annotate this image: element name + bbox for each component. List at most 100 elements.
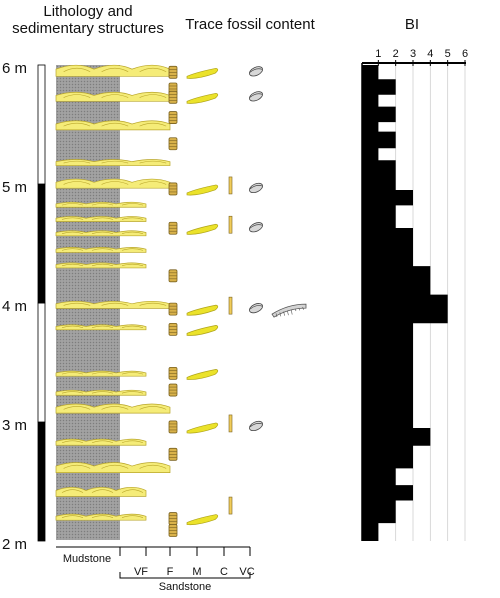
mudstone-label: Mudstone	[63, 553, 111, 565]
cross-lamination-line	[139, 160, 167, 164]
vertical-burrow-icon	[168, 383, 178, 397]
horizontal-burrow-icon	[186, 325, 219, 336]
depth-label-5m: 5 m	[2, 179, 27, 196]
bi-header: BI	[405, 16, 419, 33]
sand-bed	[55, 403, 171, 414]
sand-bed-shape	[55, 201, 147, 208]
trace-fossil-row	[168, 137, 178, 151]
trace-fossil-row	[168, 111, 178, 124]
shaft-icon	[228, 414, 233, 433]
trace-fossil-row	[228, 496, 233, 515]
sand-bed-shape	[55, 370, 147, 377]
cross-lamination-line	[61, 231, 84, 234]
cross-lamination-line	[101, 67, 129, 73]
sand-bed-shape	[55, 120, 171, 131]
segment-line	[298, 307, 301, 311]
cross-lamination-line	[63, 94, 91, 98]
cross-lamination-line	[101, 94, 129, 98]
trace-fossil-row	[168, 65, 263, 79]
cross-lamination-line	[101, 122, 129, 127]
grain-label-c: C	[220, 566, 228, 578]
shaft-icon	[228, 215, 233, 234]
trail-icon	[249, 420, 263, 432]
cross-lamination-line	[101, 160, 129, 164]
cross-lamination-line	[139, 67, 167, 73]
trace-fossil-row	[168, 322, 219, 336]
cross-lamination-line	[121, 263, 144, 267]
sand-bed	[55, 438, 147, 446]
bi-tick-label: 1	[375, 48, 381, 60]
sand-bed	[55, 178, 171, 189]
sandstone-label: Sandstone	[159, 581, 212, 593]
segment-line	[290, 309, 293, 315]
vertical-burrow-icon	[168, 111, 178, 124]
depth-label-2m: 2 m	[2, 536, 27, 553]
cross-lamination-line	[121, 372, 144, 375]
segment-line	[287, 310, 289, 316]
cross-lamination-line	[121, 217, 144, 220]
sand-bed-shape	[55, 389, 147, 396]
depth-label-4m: 4 m	[2, 298, 27, 315]
vertical-burrow-icon	[168, 269, 178, 283]
sand-bed	[55, 370, 147, 377]
bi-tick-label: 3	[410, 48, 416, 60]
shaft-icon	[228, 496, 233, 515]
sand-bed-shape	[55, 178, 171, 189]
vertical-burrow-icon	[168, 366, 178, 380]
cross-lamination-line	[61, 489, 84, 493]
segment-line	[275, 313, 278, 318]
cross-lamination-line	[91, 248, 114, 251]
cross-lamination-line	[101, 302, 129, 306]
trail-groove	[249, 305, 263, 310]
sand-bed-shape	[55, 438, 147, 446]
segmented-burrow-icon	[271, 303, 307, 318]
trail-groove	[249, 423, 263, 428]
cross-lamination-line	[139, 464, 167, 469]
sand-bed-shape	[55, 159, 171, 166]
cross-lamination-line	[61, 440, 84, 444]
cross-lamination-line	[61, 248, 84, 251]
scale-bar-segment	[37, 64, 46, 185]
cross-lamination-line	[63, 67, 91, 73]
grain-label-f: F	[167, 566, 174, 578]
cross-lamination-line	[63, 406, 91, 410]
vertical-burrow-icon	[168, 90, 178, 104]
sand-bed-shape	[55, 462, 171, 473]
grain-label-vf: VF	[134, 566, 148, 578]
sand-bed-shape	[55, 324, 147, 331]
vertical-burrow-icon	[168, 182, 178, 196]
trail-groove	[249, 224, 263, 229]
segment-line	[283, 311, 285, 316]
trace-fossil-row	[168, 269, 178, 283]
cross-lamination-line	[91, 489, 114, 493]
cross-lamination-line	[61, 515, 84, 518]
cross-lamination-line	[61, 263, 84, 267]
horizontal-burrow-icon	[186, 304, 219, 316]
sand-bed-shape	[55, 300, 171, 309]
sand-bed	[55, 230, 147, 237]
segment-line	[279, 312, 282, 317]
bi-tick-label: 6	[462, 48, 468, 60]
vertical-burrow-icon	[168, 512, 178, 525]
sand-bed-shape	[55, 403, 171, 414]
sand-bed	[55, 159, 171, 166]
trace-fossil-row	[168, 215, 263, 235]
vertical-burrow-icon	[168, 302, 178, 316]
depth-label-3m: 3 m	[2, 417, 27, 434]
trail-shell	[249, 182, 263, 194]
cross-lamination-line	[91, 372, 114, 375]
trace-fossil-row	[168, 524, 178, 537]
vertical-burrow-icon	[168, 65, 178, 79]
bi-profile-area	[362, 65, 448, 541]
cross-lamination-line	[139, 122, 167, 127]
scale-bar-segment	[37, 302, 46, 423]
sand-bed-shape	[55, 247, 147, 253]
depth-scale-bar	[37, 64, 46, 542]
cross-lamination-line	[139, 302, 167, 306]
bi-tick-label: 2	[393, 48, 399, 60]
sand-bed	[55, 64, 171, 77]
trail-shell	[249, 222, 263, 233]
